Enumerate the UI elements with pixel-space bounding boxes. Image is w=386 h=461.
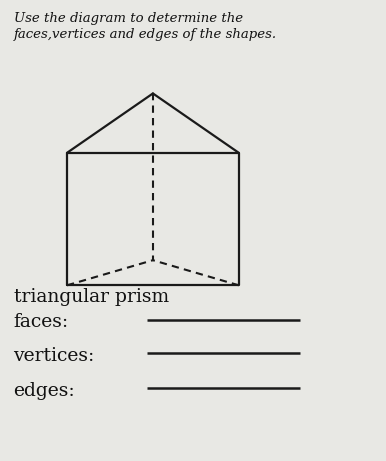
Text: Use the diagram to determine the: Use the diagram to determine the xyxy=(14,12,243,25)
Text: triangular prism: triangular prism xyxy=(14,288,169,306)
Text: vertices:: vertices: xyxy=(14,347,95,365)
Text: faces,vertices and edges of the shapes.: faces,vertices and edges of the shapes. xyxy=(14,28,277,41)
Text: faces:: faces: xyxy=(14,313,69,331)
Text: edges:: edges: xyxy=(14,382,75,400)
